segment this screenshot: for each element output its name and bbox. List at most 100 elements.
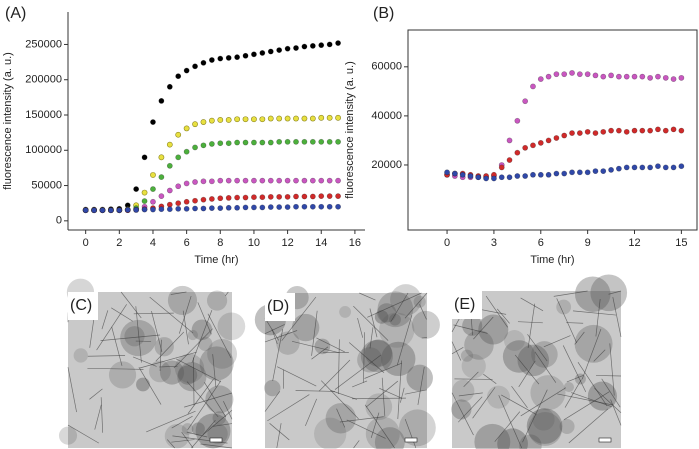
fibril [596,375,622,377]
fibril [568,408,609,444]
fibril [601,378,621,408]
fibril [609,343,615,396]
fibril [563,391,610,421]
y-tick-label: 20000 [371,159,402,171]
data-point [647,127,654,134]
data-point [553,170,560,177]
data-point [183,125,190,132]
fibril [276,423,282,449]
panel-label: (D) [267,298,289,315]
data-point [267,177,274,184]
data-point [267,115,274,122]
aggregate [411,310,440,339]
fibril [100,397,104,433]
fibril [571,392,612,407]
data-point [217,195,224,202]
fibril [155,331,185,362]
fibril [138,367,162,405]
data-point [217,55,224,62]
data-point [301,115,308,122]
data-point [242,52,249,59]
micrograph: (E) [451,274,628,449]
data-point [183,67,190,74]
data-point [459,171,466,178]
aggregate [291,313,320,342]
aggregate [574,276,611,313]
aggregate [199,346,234,381]
aggregate [530,375,566,411]
data-point [175,183,182,190]
data-point [639,73,646,80]
aggregate [399,409,436,447]
aggregate [460,349,474,362]
fibril [269,423,290,441]
fibril [363,332,365,383]
aggregate [187,329,198,341]
data-point [225,177,232,184]
data-point [335,40,341,46]
x-tick-label: 12 [628,237,640,249]
data-point [293,203,299,210]
aggregate [178,365,198,385]
data-point [91,207,97,214]
data-point [491,175,497,182]
data-point [615,127,622,134]
data-point [655,163,661,170]
fibril [186,431,208,438]
data-point [608,127,614,134]
data-point [301,43,308,50]
data-point [655,126,661,133]
fibril [470,317,473,336]
fibril [404,418,417,449]
data-point [584,71,591,78]
x-tick-label: 4 [150,237,156,249]
data-point [623,73,630,80]
data-point [561,71,568,78]
data-point [309,138,316,145]
data-point [200,119,207,125]
data-point [234,194,241,201]
data-point [537,139,544,146]
label-box [265,293,295,321]
aggregate [464,330,494,360]
panel-label: (E) [454,296,475,313]
fibril [339,416,384,423]
aggregate [461,354,486,379]
data-point [192,179,198,185]
data-point [183,198,190,205]
scale-bar [209,437,223,443]
fibril [170,291,187,295]
fibril [67,367,77,413]
data-point [175,73,182,80]
fibril [87,367,144,370]
aggregate [526,408,563,444]
y-tick-label: 0 [56,215,62,227]
fibril [572,310,617,316]
data-point [141,189,148,196]
aggregate [451,399,472,420]
data-point [284,204,291,210]
aggregate [590,274,628,312]
data-point [183,180,190,187]
aggregate [528,412,563,446]
data-point [166,83,173,90]
data-point [615,73,622,80]
fibril [562,345,587,393]
data-point [569,130,575,136]
fibril [295,390,336,392]
data-point [276,177,283,184]
fibril [311,346,329,360]
fibril [318,359,351,392]
data-point [467,173,474,179]
data-point [175,200,182,207]
data-point [267,48,274,55]
data-point [293,115,299,122]
data-point [522,98,529,105]
fibril [351,397,406,400]
fibril [566,322,584,324]
data-point [225,194,232,201]
data-point [631,127,638,134]
fibril [511,386,528,409]
data-point [335,177,341,184]
